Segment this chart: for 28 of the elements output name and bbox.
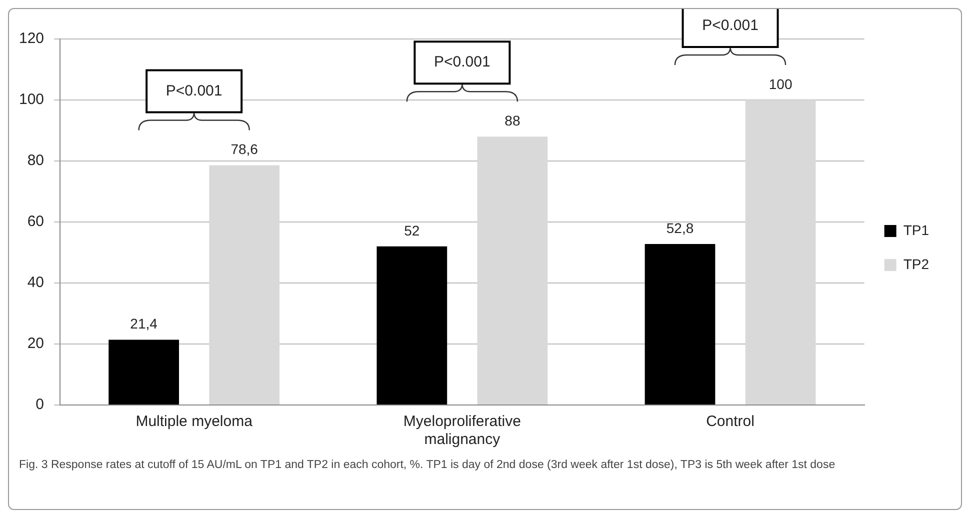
x-tick-label: Multiple myeloma xyxy=(136,413,254,430)
data-label: 52,8 xyxy=(666,220,694,236)
y-tick-label: 0 xyxy=(36,396,44,414)
legend-label: TP1 xyxy=(903,222,930,238)
y-tick-label: 20 xyxy=(27,335,44,352)
caption: Fig. 3 Response rates at cutoff of 15 AU/mL on TP1 and TP2 in each cohort, %. TP1 is day of 2nd dose (3rd week after 1st dose), TP3 is 5th week after 1st dose xyxy=(18,458,836,473)
x-tick-label: Myeloproliferative malignancy xyxy=(403,413,521,448)
y-tick-label: 60 xyxy=(27,213,44,230)
bar xyxy=(376,246,448,404)
annotation: P<0.001 xyxy=(434,54,490,71)
bar xyxy=(477,136,548,404)
x-tick-label: Control xyxy=(706,413,754,430)
bar xyxy=(108,340,179,404)
data-label: 100 xyxy=(768,76,792,92)
data-label: 21,4 xyxy=(130,316,158,332)
y-tick-label: 40 xyxy=(27,274,44,292)
data-label: 88 xyxy=(504,112,520,128)
y-tick-label: 100 xyxy=(18,91,44,108)
annotation: P<0.001 xyxy=(166,82,222,100)
data-label: 52 xyxy=(404,222,420,238)
y-tick-label: 120 xyxy=(18,30,44,48)
bar xyxy=(745,100,816,404)
y-tick-label: 80 xyxy=(27,152,44,170)
bar xyxy=(644,244,716,404)
text: P<0.001 xyxy=(702,17,758,34)
legend-label: TP2 xyxy=(903,256,930,272)
data-label: 78,6 xyxy=(230,141,258,158)
bar xyxy=(209,165,280,404)
